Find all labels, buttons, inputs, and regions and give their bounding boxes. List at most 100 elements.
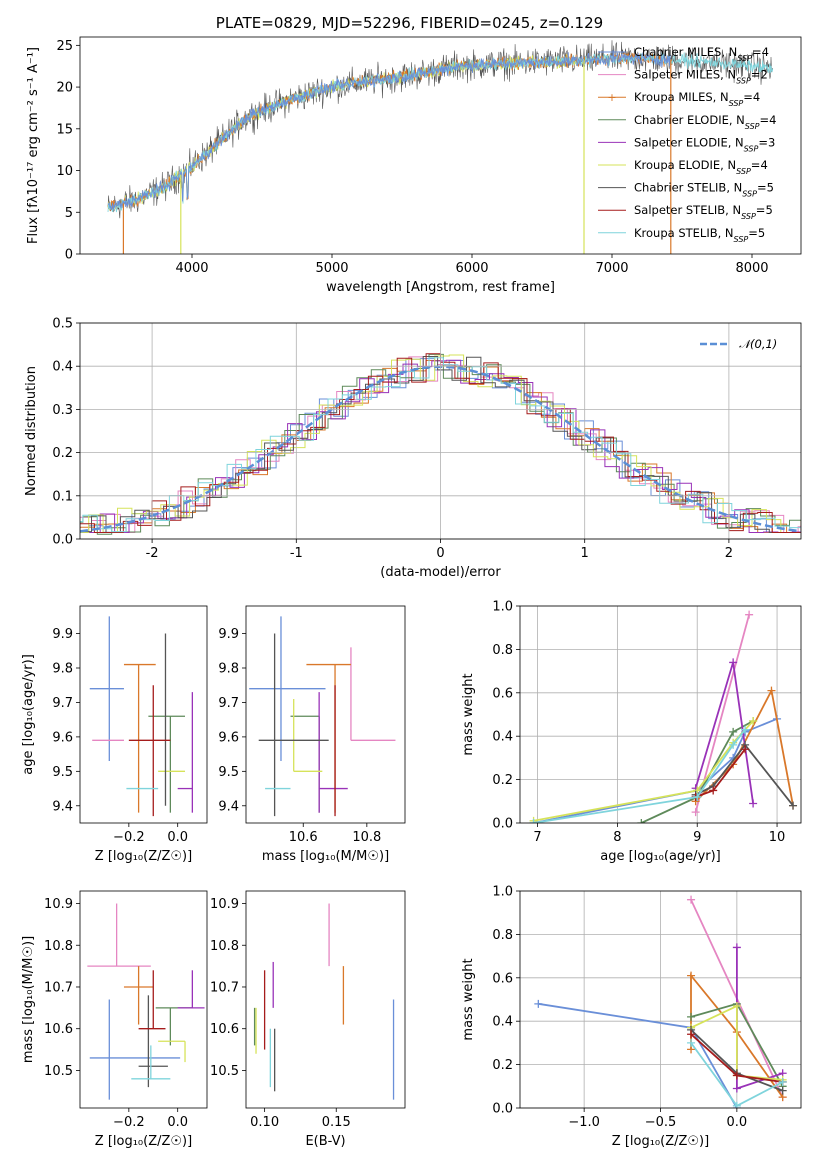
y-tick-label: 0.6 bbox=[492, 686, 513, 701]
histogram-series bbox=[80, 356, 801, 533]
weight-marker bbox=[687, 895, 696, 904]
y-tick-label: 0.2 bbox=[492, 1058, 513, 1073]
legend-sub: SSP bbox=[737, 54, 752, 63]
weight-lines bbox=[534, 895, 787, 1108]
legend-label: Chabrier STELIB, NSSP=5 bbox=[634, 181, 774, 199]
y-tick-label: 25 bbox=[56, 39, 73, 54]
legend-n: , N bbox=[729, 113, 745, 127]
x-axis-label: (data-model)/error bbox=[380, 565, 501, 580]
errorbars bbox=[89, 616, 193, 817]
legend-sub: SSP bbox=[744, 144, 759, 153]
legend-name: Salpeter MILES bbox=[634, 68, 720, 82]
legend-eq: = bbox=[748, 226, 758, 240]
y-tick-label: 1.0 bbox=[492, 600, 513, 615]
legend-n: , N bbox=[726, 181, 742, 195]
y-tick-label: 0.4 bbox=[492, 1015, 513, 1030]
legend-label: Kroupa ELODIE, NSSP=4 bbox=[634, 158, 768, 176]
y-tick-label: 0.4 bbox=[52, 360, 73, 375]
y-axis-label: mass weight bbox=[461, 673, 476, 755]
weight-series bbox=[694, 614, 750, 813]
y-tick-label: 10.8 bbox=[210, 939, 239, 954]
legend-label: 𝒩(0,1) bbox=[739, 337, 777, 351]
legend-label: Chabrier MILES, NSSP=4 bbox=[634, 45, 769, 63]
y-tick-label: 0.8 bbox=[492, 643, 513, 658]
y-tick-label: 0.6 bbox=[492, 971, 513, 986]
y-tick-label: 5 bbox=[65, 206, 73, 221]
legend-nssp: 2 bbox=[760, 68, 767, 82]
histogram-series bbox=[80, 357, 801, 533]
plot-frame bbox=[79, 605, 208, 824]
weight-marker bbox=[745, 610, 754, 619]
histogram-series bbox=[80, 359, 801, 533]
weight-marker bbox=[729, 658, 738, 667]
legend-name: Kroupa MILES bbox=[634, 90, 713, 104]
spectrum-lines bbox=[107, 40, 774, 254]
legend-label: Kroupa MILES, NSSP=4 bbox=[634, 90, 760, 108]
y-tick-label: 10.8 bbox=[44, 939, 73, 954]
legend-label: Kroupa STELIB, NSSP=5 bbox=[634, 226, 765, 244]
x-tick-label: 4000 bbox=[175, 261, 208, 276]
x-tick-label: 0.0 bbox=[167, 1115, 188, 1130]
legend-label: Salpeter STELIB, NSSP=5 bbox=[634, 203, 773, 221]
legend-label: Salpeter MILES, NSSP=2 bbox=[634, 68, 768, 86]
weight-marker bbox=[778, 1077, 787, 1086]
y-tick-label: 0.2 bbox=[492, 773, 513, 788]
legend-name: Chabrier ELODIE bbox=[634, 113, 729, 127]
weight-marker bbox=[529, 819, 538, 823]
legend-name: Salpeter STELIB bbox=[634, 203, 725, 217]
x-tick-label: 2 bbox=[725, 546, 733, 561]
x-tick-label: 8000 bbox=[735, 261, 768, 276]
legend-name: Salpeter ELODIE bbox=[634, 135, 728, 149]
legend-nssp: 5 bbox=[758, 226, 765, 240]
y-axis-label: mass [log₁₀(M/M☉)] bbox=[21, 936, 36, 1063]
legend-n: , N bbox=[725, 203, 741, 217]
x-tick-label: 0.0 bbox=[167, 830, 188, 845]
weight-marker bbox=[789, 801, 798, 810]
plot-frame bbox=[79, 322, 802, 540]
spectrum-series bbox=[107, 49, 672, 211]
y-tick-label: 9.7 bbox=[52, 696, 73, 711]
x-tick-label: 6000 bbox=[455, 261, 488, 276]
y-tick-label: 9.8 bbox=[218, 662, 239, 677]
y-tick-label: 10 bbox=[56, 164, 73, 179]
legend-nssp: 5 bbox=[767, 181, 774, 195]
x-axis-label: E(B-V) bbox=[305, 1134, 345, 1149]
y-tick-label: 0.2 bbox=[52, 446, 73, 461]
x-tick-label: -1 bbox=[290, 546, 303, 561]
x-tick-label: 9 bbox=[693, 830, 701, 845]
legend-eq: = bbox=[757, 181, 767, 195]
x-tick-label: 8 bbox=[613, 830, 621, 845]
weight-marker bbox=[767, 686, 776, 695]
y-tick-label: 0.8 bbox=[492, 928, 513, 943]
weight-marker bbox=[687, 1030, 696, 1039]
x-tick-label: 5000 bbox=[315, 261, 348, 276]
y-tick-label: 0.1 bbox=[52, 489, 73, 504]
weight-marker bbox=[637, 819, 646, 823]
legend-name: Kroupa ELODIE bbox=[634, 158, 720, 172]
legend-sub: SSP bbox=[734, 234, 749, 243]
plot-frame bbox=[245, 605, 406, 824]
x-axis-label: Z [log₁₀(Z/Z☉)] bbox=[612, 1134, 709, 1149]
legend-nssp: 4 bbox=[762, 45, 769, 59]
weight-series bbox=[694, 687, 794, 806]
y-tick-label: 9.5 bbox=[218, 765, 239, 780]
legend-n: , N bbox=[720, 158, 736, 172]
y-tick-label: 0.0 bbox=[492, 1102, 513, 1117]
weight-series bbox=[690, 1004, 783, 1081]
legend-label: Chabrier ELODIE, NSSP=4 bbox=[634, 113, 776, 131]
y-tick-label: 0.3 bbox=[52, 403, 73, 418]
legend-nssp: 5 bbox=[765, 203, 772, 217]
weight-marker bbox=[691, 808, 700, 817]
weight-marker bbox=[732, 1002, 741, 1011]
x-tick-label: 10.8 bbox=[352, 830, 381, 845]
y-tick-label: 10.9 bbox=[210, 897, 239, 912]
weight-lines bbox=[529, 610, 798, 823]
y-tick-label: 10.7 bbox=[210, 980, 239, 995]
legend-eq: = bbox=[743, 90, 753, 104]
errorbars bbox=[253, 903, 395, 1100]
x-tick-label: 0 bbox=[436, 546, 444, 561]
y-axis-label: Flux [fλ10⁻¹⁷ erg cm⁻² s⁻¹ A⁻¹] bbox=[26, 47, 41, 244]
y-tick-label: 10.6 bbox=[44, 1022, 73, 1037]
legend-name: Chabrier STELIB bbox=[634, 181, 726, 195]
